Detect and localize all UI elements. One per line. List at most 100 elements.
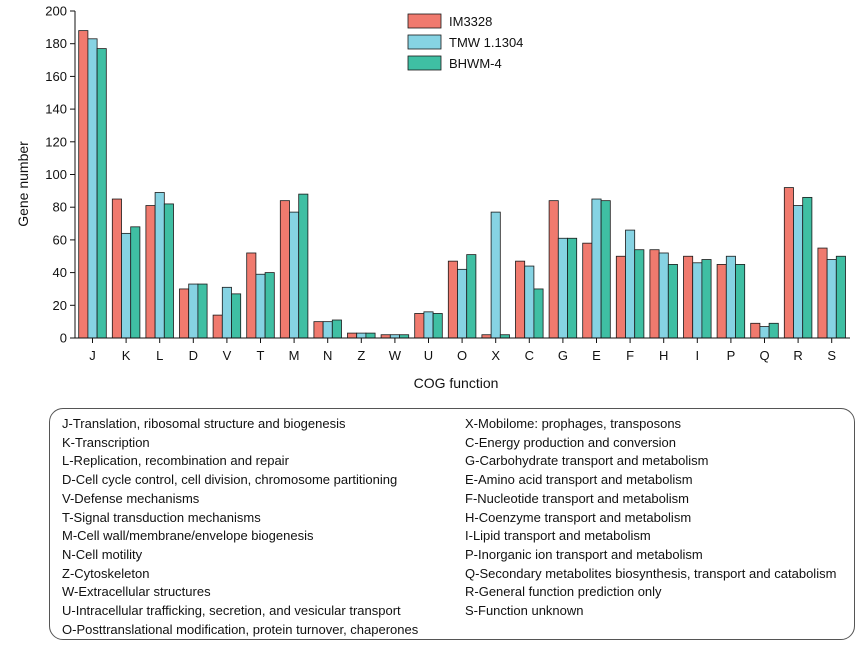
- legend: IM3328 TMW 1.1304 BHWM-4: [407, 13, 523, 71]
- bar-S-im3328: [817, 247, 828, 339]
- bar-S-bhwm-4: [835, 255, 846, 339]
- glossary-entry: K-Transcription: [62, 434, 150, 450]
- bar-U-tmw-1-1304: [423, 311, 434, 339]
- bar-R-im3328: [783, 187, 794, 339]
- glossary-entry: G-Carbohydrate transport and metabolism: [465, 453, 709, 469]
- glossary-column-right: X-Mobilome: prophages, transposons C-Ener…: [465, 415, 836, 621]
- glossary-entry: S-Function unknown: [465, 603, 584, 619]
- bar-X-tmw-1-1304: [490, 211, 501, 339]
- bar-C-bhwm-4: [533, 288, 544, 339]
- x-tick-label: N: [323, 348, 332, 363]
- cog-glossary-box: J-Translation, ribosomal structure and b…: [49, 408, 855, 640]
- bar-V-im3328: [212, 314, 223, 339]
- x-tick-label: K: [122, 348, 131, 363]
- bar-I-im3328: [683, 255, 694, 339]
- bar-E-tmw-1-1304: [591, 198, 602, 339]
- bar-R-bhwm-4: [802, 196, 813, 339]
- bar-P-im3328: [716, 264, 727, 339]
- bar-G-im3328: [548, 200, 559, 339]
- bar-P-tmw-1-1304: [725, 255, 736, 339]
- bar-T-im3328: [246, 252, 257, 339]
- bar-N-im3328: [313, 321, 324, 339]
- bar-E-bhwm-4: [600, 200, 611, 339]
- y-tick-label: 40: [53, 265, 67, 280]
- glossary-entry: V-Defense mechanisms: [62, 490, 200, 506]
- bar-T-tmw-1-1304: [255, 273, 266, 339]
- bar-M-im3328: [279, 200, 290, 339]
- x-tick-label: F: [626, 348, 634, 363]
- bar-M-tmw-1-1304: [289, 211, 300, 339]
- x-tick-label: X: [491, 348, 500, 363]
- x-tick-label: M: [289, 348, 300, 363]
- x-tick-label: D: [189, 348, 198, 363]
- bar-N-bhwm-4: [331, 319, 342, 339]
- x-tick-label: J: [89, 348, 96, 363]
- bar-F-bhwm-4: [634, 249, 645, 339]
- glossary-entry: H-Coenzyme transport and metabolism: [465, 509, 692, 525]
- legend-label: BHWM-4: [449, 56, 502, 71]
- bar-M-bhwm-4: [298, 193, 309, 339]
- bar-H-bhwm-4: [667, 264, 678, 339]
- bar-D-tmw-1-1304: [188, 283, 199, 339]
- y-tick-label: 20: [53, 298, 67, 313]
- x-tick-label: P: [727, 348, 736, 363]
- y-tick-label: 100: [45, 167, 67, 182]
- glossary-entry: I-Lipid transport and metabolism: [465, 528, 651, 544]
- glossary-entry: N-Cell motility: [62, 546, 143, 562]
- y-axis-title: Gene number: [15, 141, 31, 227]
- y-tick-label: 140: [45, 102, 67, 117]
- bar-Z-im3328: [347, 332, 358, 339]
- x-tick-label: Q: [759, 348, 769, 363]
- bar-V-bhwm-4: [231, 293, 242, 339]
- y-tick-label: 60: [53, 232, 67, 247]
- bar-P-bhwm-4: [735, 264, 746, 339]
- bar-C-tmw-1-1304: [524, 265, 535, 339]
- bar-N-tmw-1-1304: [322, 321, 333, 339]
- bar-chart: 0 20 40 60 80 100 120 140 160 180 200 J K L D V T M N Z W U O…: [15, 4, 850, 391]
- x-tick-label: T: [257, 348, 265, 363]
- legend-swatch: [407, 55, 442, 71]
- x-tick-label: H: [659, 348, 668, 363]
- bar-I-bhwm-4: [701, 259, 712, 339]
- x-tick-label: R: [793, 348, 802, 363]
- glossary-entry: P-Inorganic ion transport and metabolism: [465, 546, 703, 562]
- x-tick-label: U: [424, 348, 433, 363]
- glossary-entry: M-Cell wall/membrane/envelope biogenesis: [62, 528, 314, 544]
- bar-G-tmw-1-1304: [557, 237, 568, 339]
- bar-D-im3328: [179, 288, 190, 339]
- bar-Z-tmw-1-1304: [356, 332, 367, 339]
- glossary-entry: W-Extracellular structures: [62, 584, 211, 600]
- x-tick-label: G: [558, 348, 568, 363]
- bar-E-im3328: [582, 242, 593, 339]
- bar-I-tmw-1-1304: [692, 262, 703, 339]
- legend-label: IM3328: [449, 14, 492, 29]
- x-tick-label: E: [592, 348, 601, 363]
- y-tick-label: 0: [60, 331, 67, 346]
- y-tick-label: 200: [45, 4, 67, 19]
- bar-R-tmw-1-1304: [793, 205, 804, 339]
- glossary-entry: R-General function prediction only: [465, 584, 662, 600]
- y-tick-label: 160: [45, 69, 67, 84]
- glossary-entry: O-Posttranslational modification, protei…: [62, 621, 419, 637]
- x-tick-label: W: [389, 348, 402, 363]
- bar-O-im3328: [447, 260, 458, 339]
- glossary-entry: D-Cell cycle control, cell division, chr…: [62, 472, 398, 488]
- bar-L-bhwm-4: [163, 203, 174, 339]
- x-tick-label: L: [156, 348, 163, 363]
- glossary-entry: F-Nucleotide transport and metabolism: [465, 490, 689, 506]
- bar-U-im3328: [414, 313, 425, 339]
- bar-V-tmw-1-1304: [221, 286, 232, 339]
- bar-J-bhwm-4: [96, 48, 107, 339]
- glossary-column-left: J-Translation, ribosomal structure and b…: [62, 415, 418, 639]
- x-tick-label: S: [827, 348, 836, 363]
- legend-swatch: [407, 34, 442, 50]
- x-tick-label: O: [457, 348, 467, 363]
- bar-H-tmw-1-1304: [658, 252, 669, 339]
- y-ticks: 0 20 40 60 80 100 120 140 160 180 200: [45, 4, 75, 346]
- glossary-entry: J-Translation, ribosomal structure and b…: [62, 416, 346, 431]
- x-tick-label: Z: [357, 348, 365, 363]
- x-tick-label: V: [223, 348, 232, 363]
- glossary-entry: U-Intracellular trafficking, secretion, …: [62, 603, 401, 619]
- x-tick-label: I: [695, 348, 699, 363]
